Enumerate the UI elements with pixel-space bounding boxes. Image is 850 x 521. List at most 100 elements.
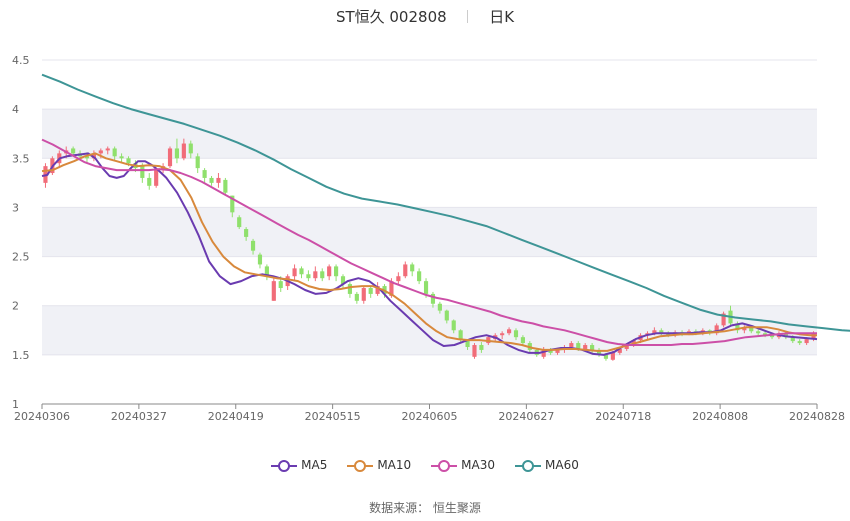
candle-body	[250, 240, 256, 251]
candle-body	[652, 330, 657, 334]
candle-body	[769, 335, 775, 338]
candle-body	[403, 264, 408, 277]
candle-body	[541, 349, 546, 357]
x-tick-label: 20240627	[498, 410, 554, 423]
candle-body	[756, 331, 761, 334]
candle-body	[520, 337, 525, 344]
candle-body	[666, 333, 671, 336]
legend-label: MA10	[377, 458, 412, 473]
candle-body	[507, 329, 512, 334]
legend-label: MA30	[461, 458, 496, 473]
legend: MA5 MA10 MA30 MA60	[0, 458, 850, 473]
candle-body	[555, 349, 560, 353]
candle-body	[410, 264, 415, 272]
candle-body	[320, 271, 325, 279]
series-line-ma5	[41, 152, 818, 356]
candle-body	[458, 330, 463, 341]
y-tick-label: 4	[12, 103, 19, 116]
period-label[interactable]: 日K	[489, 8, 515, 26]
candle-body	[423, 281, 429, 294]
candle-body	[306, 274, 311, 279]
candle-body	[340, 276, 346, 285]
candle-body	[354, 293, 359, 301]
x-tick-label: 20240808	[692, 410, 748, 423]
candle-body	[430, 293, 436, 304]
candle-body	[313, 271, 318, 279]
candle-body	[707, 330, 712, 333]
candle-body	[257, 254, 263, 265]
source-value: 恒生聚源	[432, 501, 481, 515]
candle-body	[195, 156, 200, 169]
candle-body	[84, 156, 90, 159]
candle-body	[202, 170, 207, 178]
candle-body	[278, 281, 283, 289]
legend-label: MA5	[301, 458, 328, 473]
legend-item-ma5[interactable]: MA5	[271, 458, 327, 473]
legend-marker-icon	[515, 459, 542, 472]
candle-body	[174, 148, 180, 159]
candle-body	[437, 303, 442, 311]
candle-body	[479, 345, 484, 350]
candle-body	[583, 345, 588, 349]
candle-body	[361, 288, 366, 301]
candle-body	[216, 177, 221, 183]
candle-body	[603, 354, 609, 359]
candle-body	[500, 333, 505, 336]
candle-body	[223, 179, 228, 193]
series-line-ma10	[41, 152, 817, 352]
candle-body	[167, 148, 173, 167]
candle-body	[126, 158, 131, 164]
candle-body	[140, 166, 145, 178]
legend-item-ma10[interactable]: MA10	[347, 458, 411, 473]
candle-body	[790, 337, 795, 342]
source-label: 数据来源：	[369, 501, 430, 515]
candle-body	[154, 170, 159, 186]
candle-body	[105, 148, 110, 151]
candle-body	[659, 330, 664, 334]
candle-body	[396, 276, 401, 282]
stock-name: ST恒久 002808	[335, 8, 447, 26]
candle-body	[209, 177, 214, 183]
grid-band	[42, 207, 817, 257]
candle-body	[797, 341, 802, 344]
candle-body	[569, 343, 574, 347]
candle-body	[244, 229, 249, 237]
candle-body	[804, 339, 809, 344]
candle-body	[742, 327, 747, 331]
candle-body	[389, 281, 394, 296]
chart-title: ST恒久 002808 日K	[0, 6, 850, 27]
legend-marker-icon	[431, 459, 458, 472]
x-tick-label: 20240327	[111, 410, 167, 423]
candle-body	[451, 320, 456, 331]
candle-body	[576, 343, 581, 349]
legend-item-ma60[interactable]: MA60	[515, 458, 579, 473]
candle-body	[610, 352, 615, 360]
candle-body	[735, 323, 740, 331]
candle-body	[327, 266, 332, 277]
candle-body	[596, 349, 602, 355]
candle-body	[368, 288, 373, 294]
x-tick-label: 20240515	[305, 410, 361, 423]
candle-body	[347, 284, 352, 294]
series-line-ma30	[41, 138, 817, 346]
legend-item-ma30[interactable]: MA30	[431, 458, 495, 473]
candle-body	[264, 266, 269, 277]
candle-body	[230, 195, 235, 213]
y-tick-label: 3.5	[12, 152, 30, 165]
candle-body	[444, 310, 449, 321]
candle-body	[334, 266, 339, 277]
candle-body	[147, 177, 152, 186]
candle-body	[631, 340, 636, 346]
candle-body	[417, 271, 422, 282]
candle-body	[271, 281, 276, 301]
x-tick-label: 20240419	[208, 410, 264, 423]
candle-body	[237, 217, 242, 228]
candle-body	[714, 325, 719, 334]
candle-body	[763, 333, 768, 336]
x-tick-label: 20240605	[402, 410, 458, 423]
data-source: 数据来源： 恒生聚源	[0, 499, 850, 516]
legend-marker-icon	[271, 459, 298, 472]
candle-body	[513, 330, 519, 338]
